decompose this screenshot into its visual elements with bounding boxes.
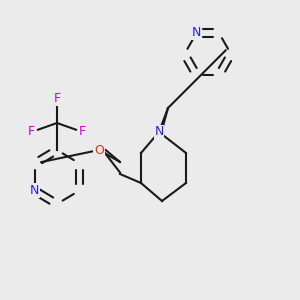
Text: F: F [79,125,86,139]
Text: O: O [94,143,104,157]
Text: N: N [30,184,39,197]
Text: N: N [192,26,201,40]
Text: F: F [53,92,61,106]
Text: F: F [28,125,35,139]
Text: N: N [154,125,164,139]
